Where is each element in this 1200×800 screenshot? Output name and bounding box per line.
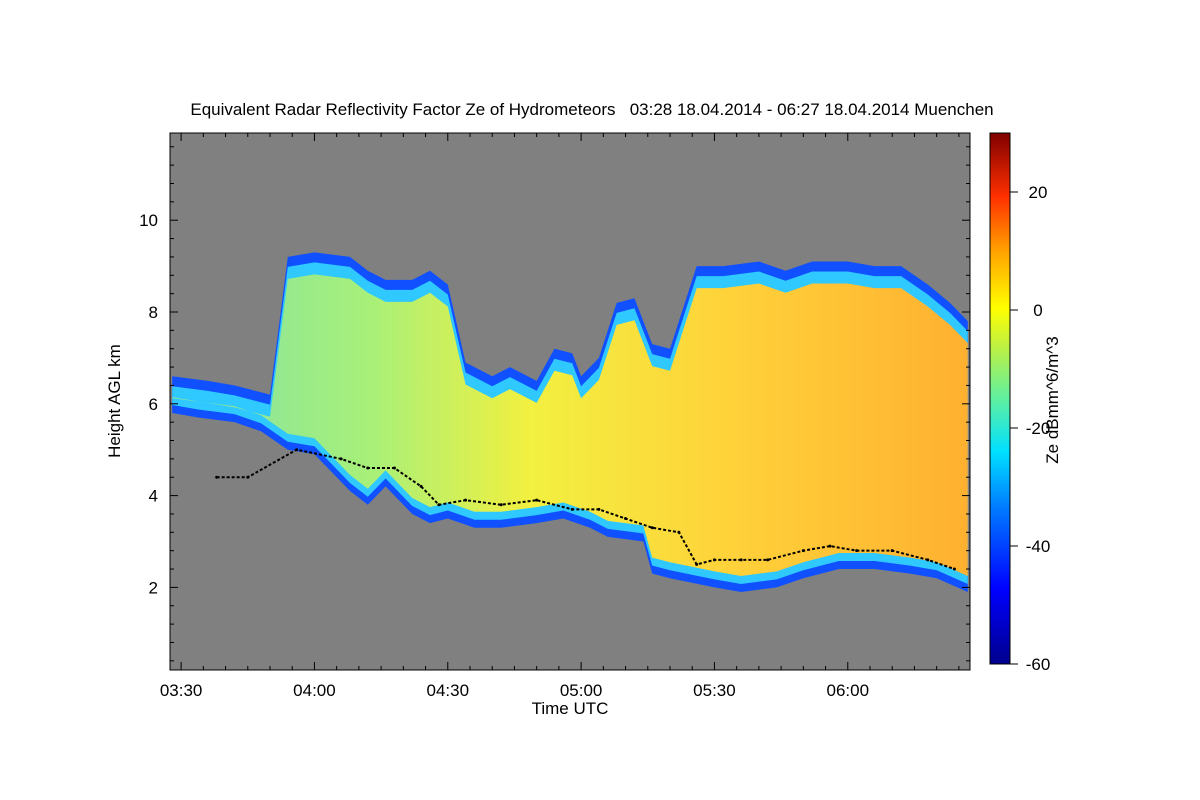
cloud-base-point [464,498,468,502]
colorbar-tick-label: -40 [1026,537,1051,556]
cloud-base-point [366,466,370,470]
colorbar-tick-label: -60 [1026,655,1051,674]
colorbar-tick-label: -20 [1026,419,1051,438]
cloud-base-point [650,526,654,530]
cloud-base-point [392,466,396,470]
cloud-base-point [712,558,716,562]
cloud-base-point [246,475,250,479]
cloud-base-point [437,503,441,507]
cloud-base-point [828,544,832,548]
cloud-base-point [855,549,859,553]
y-tick-label: 4 [149,487,158,506]
cloud-base-markers [215,448,956,571]
cloud-core-echo [172,274,968,576]
x-tick-label: 04:00 [293,681,336,700]
colorbar [989,132,1011,665]
cloud-base-point [295,448,299,452]
y-tick-label: 2 [149,578,158,597]
y-axis: 2 4 6 8 10 [139,146,970,662]
x-tick-label: 05:00 [560,681,603,700]
cloud-base-line [216,448,955,570]
cloud-base-point [535,498,539,502]
y-tick-label: 8 [149,303,158,322]
cloud-base-point [739,558,743,562]
x-axis: 03:30 04:00 04:30 05:00 05:30 06:00 [160,133,960,700]
x-tick-label: 04:30 [427,681,470,700]
reflectivity-field [172,252,968,592]
cloud-base-point [570,507,574,511]
colorbar-ticks: -60 -40 -20 0 20 [1010,183,1050,674]
cloud-base-point [419,484,423,488]
cloud-base-point [695,562,699,566]
x-axis-label: Time UTC [532,699,609,718]
x-tick-label: 03:30 [160,681,203,700]
colorbar-tick-label: 0 [1033,301,1042,320]
y-tick-label: 6 [149,395,158,414]
cloud-base-point [801,549,805,553]
y-axis-label: Height AGL km [105,344,124,458]
cloud-base-point [624,517,628,521]
cloud-base-point [677,530,681,534]
cloud-base-point [926,558,930,562]
cloud-base-point [766,558,770,562]
colorbar-label: Ze dBmm^6/m^3 [1043,336,1062,463]
cloud-base-point [339,457,343,461]
chart-title: Equivalent Radar Reflectivity Factor Ze … [190,100,993,119]
cloud-base-point [952,567,956,571]
cloud-base-point [597,507,601,511]
x-tick-label: 05:30 [693,681,736,700]
cloud-base-point [215,475,219,479]
x-tick-label: 06:00 [827,681,870,700]
cloud-base-point [499,503,503,507]
cloud-base-point [890,549,894,553]
plot-frame [169,132,971,671]
y-tick-label: 10 [139,211,158,230]
colorbar-tick-label: 20 [1029,183,1048,202]
